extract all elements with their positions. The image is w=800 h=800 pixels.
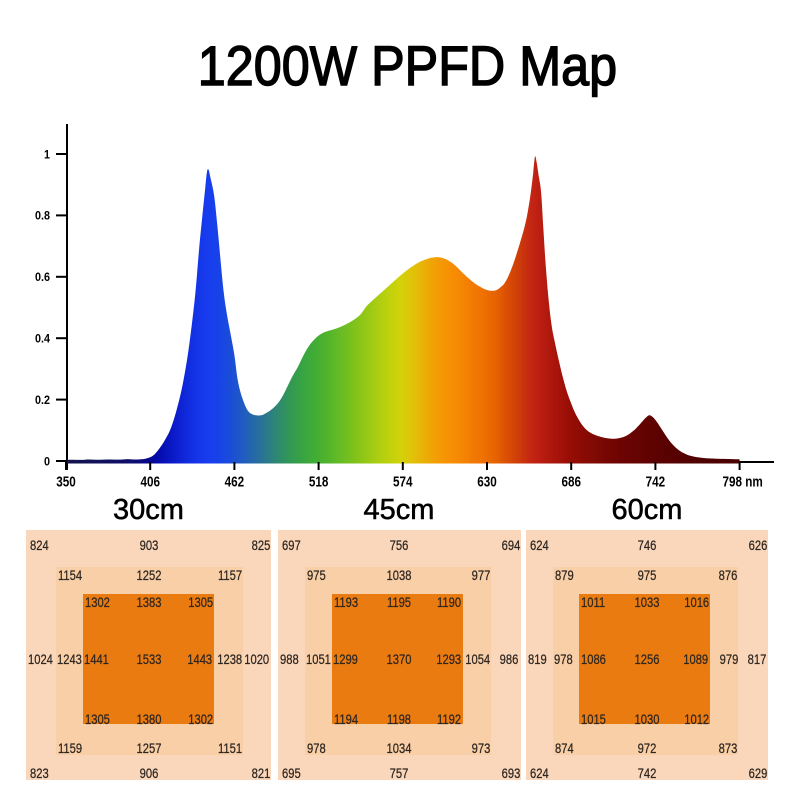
svg-text:798 nm: 798 nm [722,473,762,490]
svg-text:0.4: 0.4 [35,333,51,346]
svg-text:462: 462 [225,473,245,490]
svg-text:0.8: 0.8 [35,210,50,223]
svg-text:630: 630 [477,473,497,490]
svg-text:1: 1 [44,149,51,162]
svg-text:518: 518 [309,473,329,490]
svg-text:0: 0 [44,456,50,469]
svg-text:686: 686 [561,473,581,490]
svg-text:742: 742 [646,473,666,490]
svg-text:406: 406 [140,473,160,490]
svg-text:0.6: 0.6 [35,272,50,285]
svg-text:350: 350 [56,473,76,490]
svg-text:574: 574 [393,473,413,490]
svg-text:0.2: 0.2 [35,394,50,407]
